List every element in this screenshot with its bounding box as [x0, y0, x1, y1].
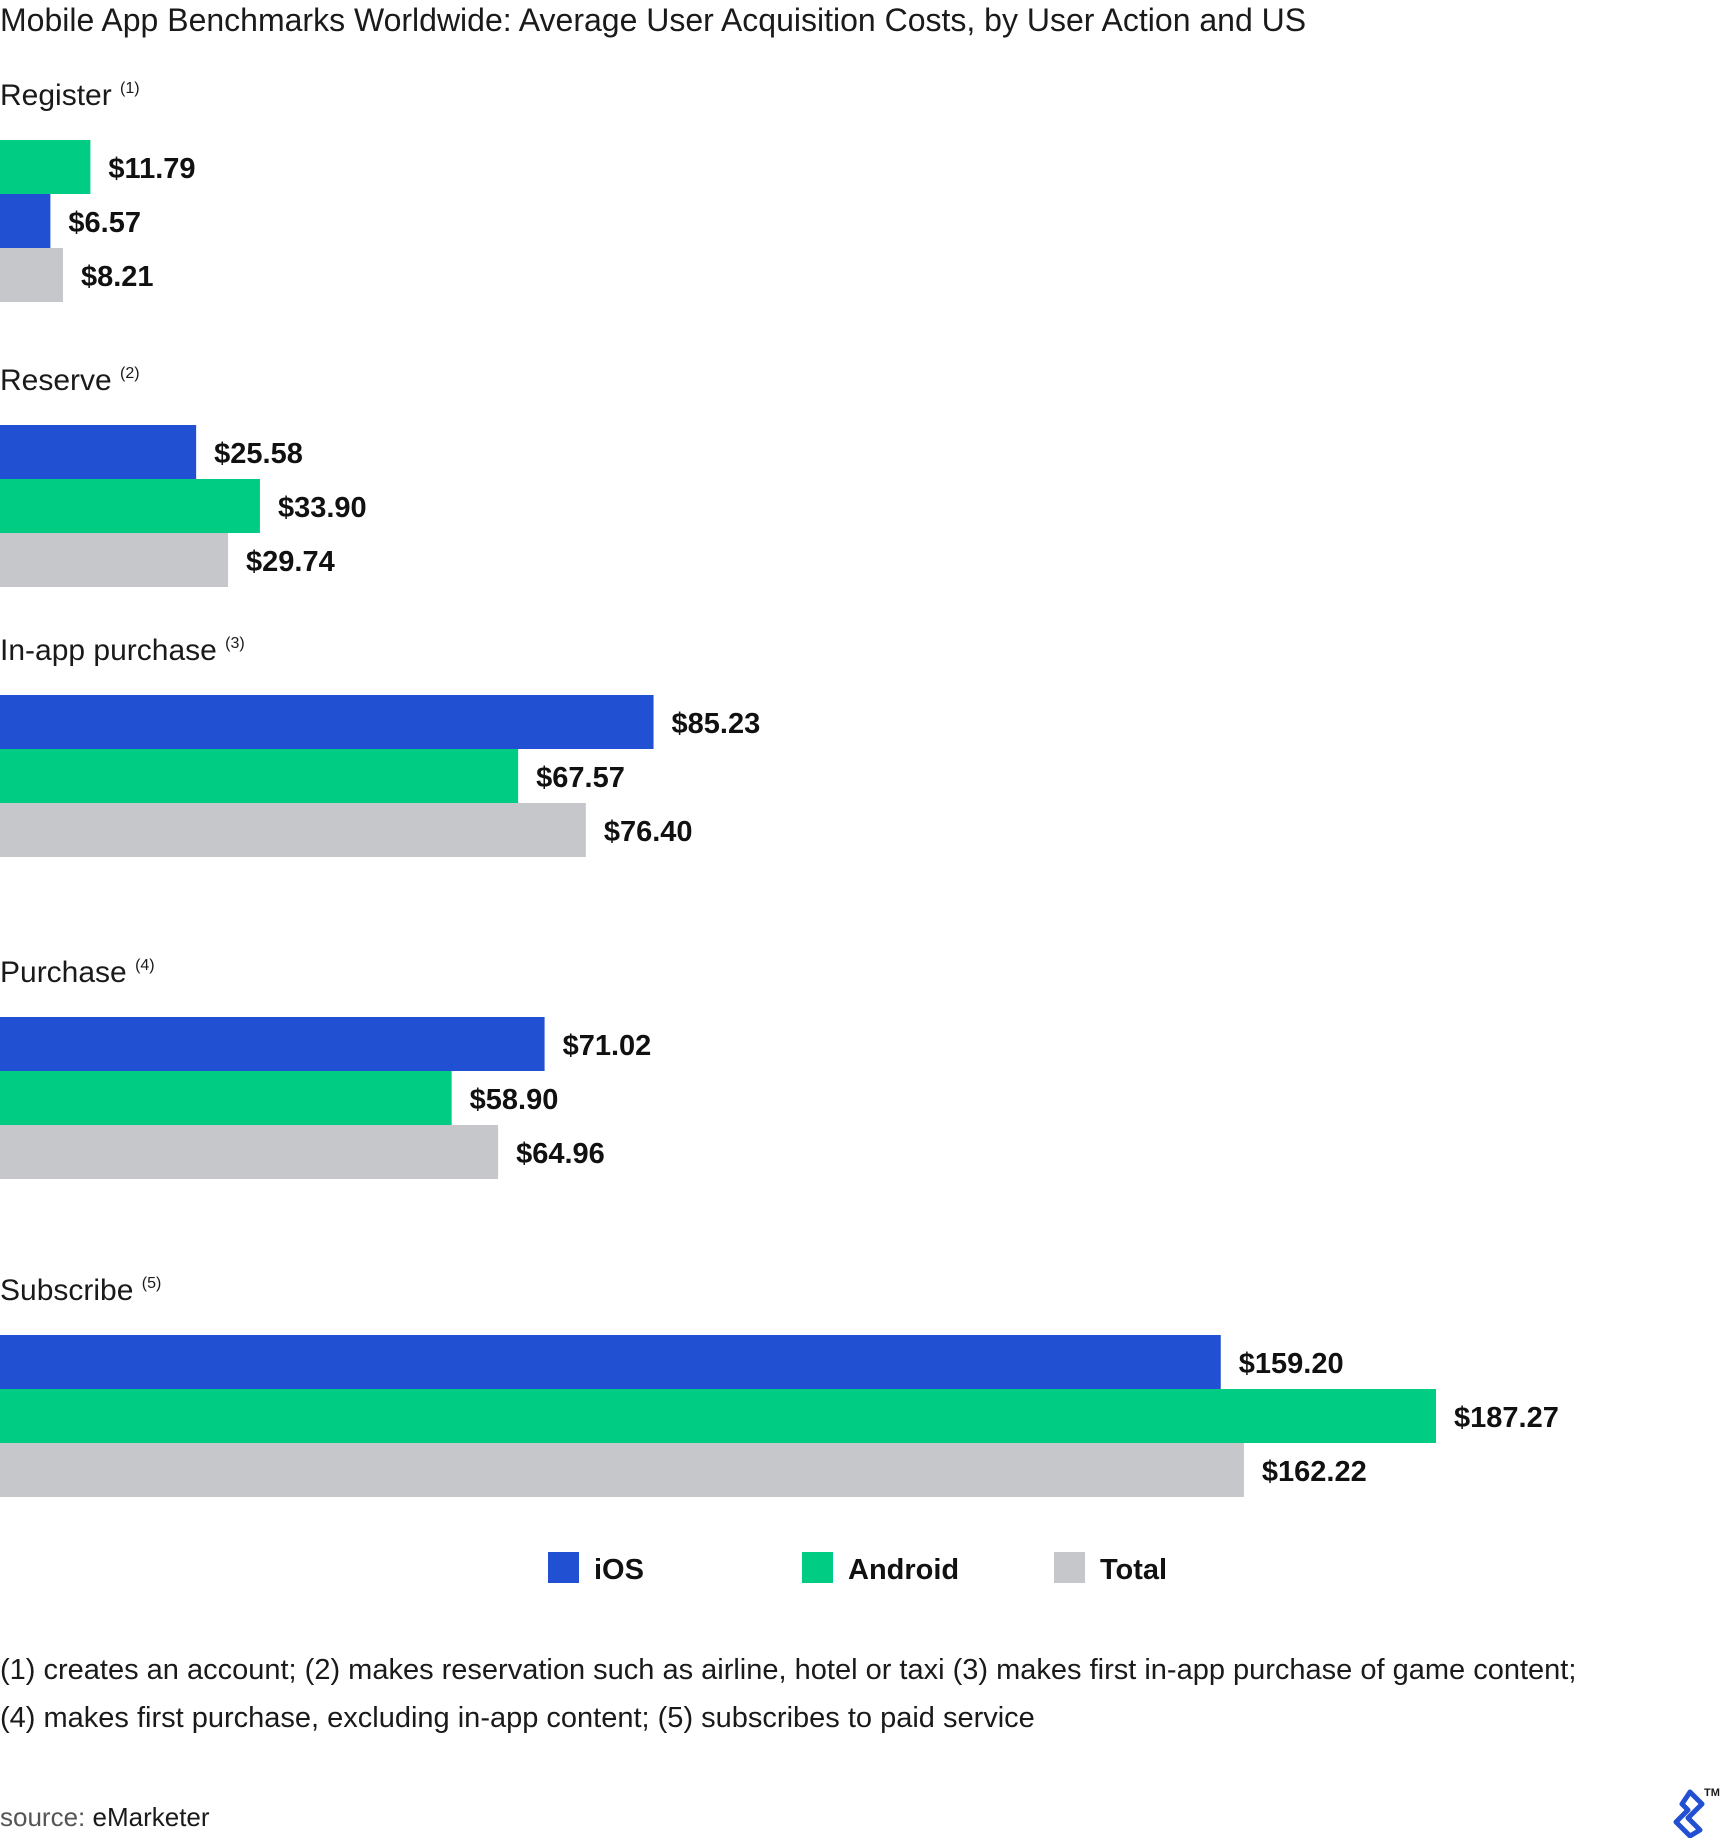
footnotes: (1) creates an account; (2) makes reserv…	[0, 1646, 1576, 1742]
value-label: $64.96	[516, 1138, 605, 1170]
legend-label-total: Total	[1100, 1554, 1167, 1586]
category-note: (4)	[135, 957, 155, 974]
value-label: $6.57	[68, 207, 141, 239]
value-label: $11.79	[108, 153, 195, 185]
category-name: In-app purchase	[0, 634, 225, 667]
value-label: $159.20	[1239, 1348, 1344, 1380]
category-note: (5)	[142, 1275, 162, 1292]
source-label: source:	[0, 1802, 86, 1832]
legend-swatch-android	[802, 1552, 833, 1583]
bar-android	[0, 479, 260, 533]
value-label: $33.90	[278, 492, 367, 524]
category-note: (1)	[120, 80, 140, 97]
bar-android	[0, 749, 519, 803]
category-name: Reserve	[0, 364, 120, 397]
legend-swatch-total	[1054, 1552, 1085, 1583]
bar-android	[0, 1071, 452, 1125]
value-label: $71.02	[563, 1030, 652, 1062]
trademark-mark: TM	[1704, 1787, 1720, 1799]
bar-total	[0, 248, 63, 302]
category-name: Register	[0, 79, 120, 112]
bar-ios	[0, 194, 51, 248]
value-label: $162.22	[1262, 1456, 1367, 1488]
logo-mark	[1673, 1789, 1705, 1838]
category-note: (3)	[225, 635, 245, 652]
footnote-line: (4) makes first purchase, excluding in-a…	[0, 1702, 1035, 1734]
legend-label-ios: iOS	[594, 1554, 644, 1586]
bar-total	[0, 803, 586, 857]
category-label: Subscribe (5)	[0, 1274, 161, 1307]
value-label: $85.23	[672, 708, 761, 740]
source-value: eMarketer	[92, 1802, 210, 1832]
chart-title: Mobile App Benchmarks Worldwide: Average…	[0, 2, 1307, 38]
bar-ios	[0, 1017, 545, 1071]
legend-swatch-ios	[548, 1552, 579, 1583]
value-label: $8.21	[81, 261, 154, 293]
value-label: $29.74	[246, 546, 335, 578]
source-credit: source: eMarketer	[0, 1800, 210, 1834]
category-label: In-app purchase (3)	[0, 634, 245, 667]
bar-total	[0, 533, 229, 587]
bar-total	[0, 1125, 499, 1179]
footnote-line: (1) creates an account; (2) makes reserv…	[0, 1654, 1577, 1686]
bar-total	[0, 1443, 1244, 1497]
bar-ios	[0, 1335, 1221, 1389]
value-label: $67.57	[536, 762, 625, 794]
bar-android	[0, 140, 91, 194]
category-note: (2)	[120, 365, 140, 382]
value-label: $25.58	[214, 438, 303, 470]
value-label: $76.40	[604, 816, 693, 848]
bar-ios	[0, 425, 197, 479]
category-name: Purchase	[0, 956, 135, 989]
category-label: Reserve (2)	[0, 364, 140, 397]
legend-label-android: Android	[848, 1554, 959, 1586]
value-label: $58.90	[470, 1084, 559, 1116]
bar-android	[0, 1389, 1436, 1443]
category-label: Register (1)	[0, 79, 140, 112]
toptal-logo-icon: TM	[1673, 1787, 1720, 1838]
bar-chart: Register (1) $11.79 $6.57 $8.21 Reserve (2) $…	[0, 79, 1559, 1586]
category-label: Purchase (4)	[0, 956, 155, 989]
category-name: Subscribe	[0, 1274, 142, 1307]
value-label: $187.27	[1454, 1402, 1559, 1434]
bar-ios	[0, 695, 654, 749]
